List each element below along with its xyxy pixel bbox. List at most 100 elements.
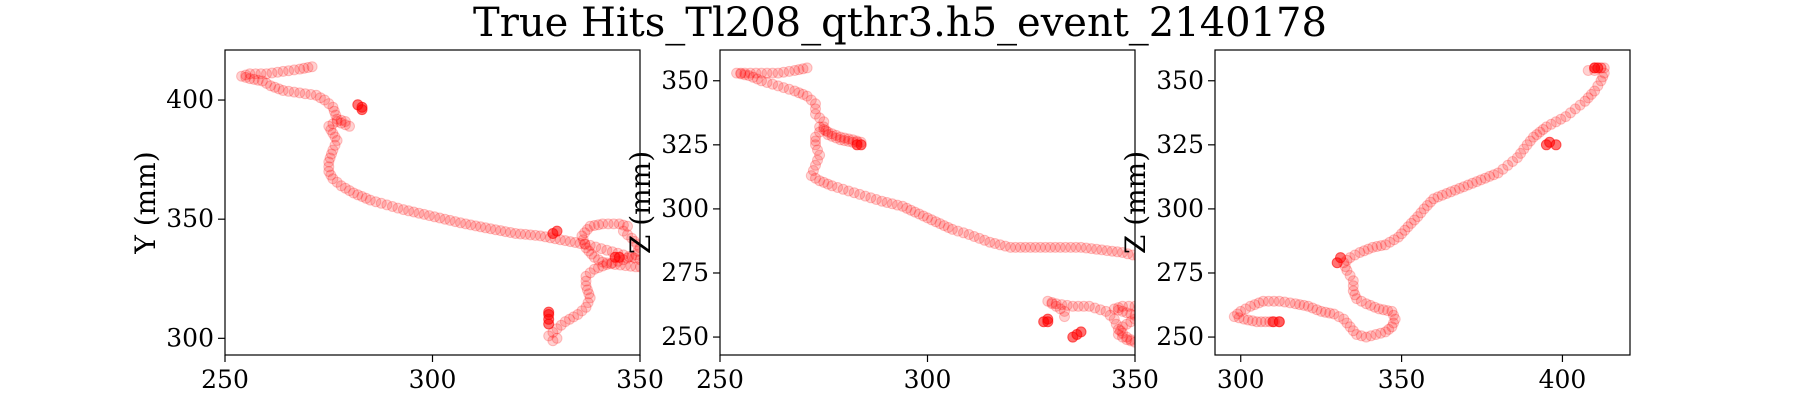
hit-point-dense	[851, 139, 863, 151]
hit-point	[793, 87, 805, 99]
hits-group	[1228, 62, 1610, 343]
hit-point	[1555, 113, 1567, 125]
hit-point	[822, 126, 834, 138]
hit-point	[830, 129, 842, 141]
hit-point	[789, 65, 801, 76]
hit-point	[1579, 95, 1591, 107]
hit-point	[277, 85, 289, 96]
hit-point	[1380, 326, 1391, 338]
hit-point	[460, 218, 472, 230]
hit-point	[576, 230, 588, 242]
hit-point	[490, 224, 502, 236]
hit-point	[1320, 306, 1331, 318]
panel-1: 250 300 350 300 350 400 Y (mm)	[129, 49, 664, 394]
hit-point	[524, 229, 536, 241]
hit-point	[1060, 241, 1071, 253]
hit-point	[256, 75, 268, 87]
hit-point	[632, 245, 640, 257]
hit-point	[1311, 304, 1323, 316]
hit-point	[854, 188, 866, 200]
hit-point	[1056, 299, 1068, 311]
hits-group	[236, 61, 640, 347]
hit-point	[1289, 298, 1301, 310]
hit-point	[555, 319, 567, 331]
hit-point	[1534, 126, 1546, 138]
hit-point	[810, 159, 821, 171]
hit-point	[1396, 228, 1408, 240]
hit-point	[576, 305, 588, 317]
hit-point	[1569, 103, 1581, 115]
hit-point	[1298, 299, 1310, 311]
hit-point	[1347, 325, 1359, 337]
hit-point	[761, 67, 773, 79]
hit-point	[1273, 295, 1285, 307]
hit-point	[772, 67, 784, 79]
hit-point	[731, 67, 743, 79]
hit-point	[1148, 303, 1158, 313]
hit-point	[626, 251, 638, 262]
hit-point	[515, 228, 526, 240]
hit-point	[1083, 300, 1095, 312]
hit-point	[375, 197, 387, 209]
x-tick-label: 250	[696, 365, 744, 394]
hit-point	[744, 67, 756, 79]
hit-point	[1365, 330, 1377, 342]
hit-point	[963, 229, 975, 240]
hit-point	[248, 73, 260, 85]
hit-point	[999, 240, 1011, 252]
hit-point	[834, 134, 846, 146]
hit-point	[1436, 189, 1448, 201]
hit-point	[1386, 321, 1398, 333]
hit-point	[1384, 236, 1396, 248]
hit-point	[1247, 315, 1258, 327]
hit-point	[593, 262, 604, 274]
hit-point	[329, 131, 341, 143]
hit-point	[1315, 305, 1327, 317]
hit-point	[529, 229, 541, 241]
y-axis-label: Y (mm)	[129, 151, 162, 254]
hit-point	[584, 239, 596, 251]
hit-point	[580, 301, 592, 313]
hit-point	[581, 224, 593, 235]
hit-point	[1449, 184, 1461, 196]
hit-point	[335, 117, 347, 129]
x-tick-label: 300	[1217, 365, 1265, 394]
hit-point	[635, 261, 640, 273]
hit-point	[273, 83, 285, 95]
hit-point	[1371, 241, 1383, 252]
hit-point	[1182, 291, 1192, 301]
hit-point	[818, 121, 830, 133]
hit-point	[551, 323, 563, 335]
hit-point	[579, 238, 591, 250]
hit-point	[735, 68, 747, 80]
hit-point	[826, 128, 838, 140]
hit-point	[1184, 286, 1194, 296]
hit-point	[331, 113, 343, 125]
hit-point	[1238, 313, 1250, 325]
hit-point	[859, 190, 871, 202]
hit-point	[1412, 211, 1424, 223]
hit-point	[593, 254, 604, 266]
hit-point	[339, 116, 351, 127]
hit-point	[335, 114, 347, 126]
hit-point	[1531, 129, 1543, 141]
hit-point	[735, 67, 747, 79]
hit-point	[930, 216, 942, 228]
hit-point	[1244, 300, 1256, 312]
hit-point	[344, 185, 355, 197]
hit-point	[783, 65, 795, 77]
hit-point	[1521, 139, 1533, 151]
panel-2: 250 300 350 250 275 300 325 350 Z (mm)	[624, 49, 1194, 394]
hit-point	[1240, 303, 1252, 315]
hit-point	[830, 132, 842, 144]
hit-point	[325, 169, 337, 181]
hit-point	[455, 217, 466, 229]
hit-point	[328, 105, 340, 117]
y-tick-label: 250	[1156, 322, 1204, 351]
hit-point	[249, 68, 261, 80]
hit-point	[1094, 304, 1106, 316]
hit-point	[832, 182, 844, 193]
hit-point	[620, 260, 631, 272]
hit-point	[327, 144, 339, 156]
